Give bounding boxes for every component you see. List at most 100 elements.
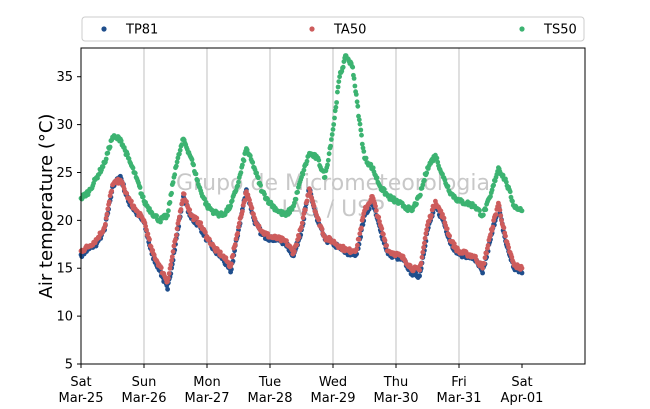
data-point bbox=[255, 175, 261, 181]
data-point bbox=[424, 170, 430, 176]
data-point bbox=[130, 165, 136, 171]
data-point bbox=[151, 252, 157, 258]
data-point bbox=[249, 205, 255, 211]
series-TS50 bbox=[78, 53, 525, 225]
data-point bbox=[493, 212, 499, 217]
data-point bbox=[177, 151, 182, 157]
data-point bbox=[357, 231, 363, 237]
data-point bbox=[353, 92, 359, 97]
data-point bbox=[105, 206, 111, 212]
data-point bbox=[118, 138, 124, 144]
x-tick-day-label: Tue bbox=[258, 375, 281, 390]
data-point bbox=[370, 165, 376, 171]
data-point bbox=[107, 144, 113, 150]
y-tick-label: 35 bbox=[56, 70, 73, 85]
data-point bbox=[103, 215, 109, 221]
data-point bbox=[109, 188, 115, 194]
data-point bbox=[296, 234, 302, 240]
x-tick-date-label: Mar-27 bbox=[185, 391, 230, 406]
data-point bbox=[331, 122, 337, 127]
data-point bbox=[148, 244, 154, 250]
data-point bbox=[335, 89, 340, 95]
data-point bbox=[292, 200, 297, 206]
data-point bbox=[497, 207, 503, 213]
data-point bbox=[184, 199, 189, 205]
data-point bbox=[170, 180, 176, 185]
data-point bbox=[103, 156, 109, 162]
data-point bbox=[247, 153, 253, 159]
x-tick-day-label: Sat bbox=[511, 375, 532, 390]
x-axis: SatMar-25SunMar-26MonMar-27TueMar-28WedM… bbox=[59, 364, 543, 406]
data-point bbox=[381, 231, 386, 237]
data-point bbox=[304, 158, 310, 164]
data-point bbox=[441, 215, 447, 221]
data-point bbox=[198, 220, 204, 226]
data-point bbox=[336, 79, 342, 84]
data-point bbox=[177, 147, 183, 153]
data-point bbox=[422, 235, 428, 241]
data-point bbox=[355, 103, 361, 109]
data-point bbox=[232, 242, 238, 247]
data-point bbox=[376, 214, 382, 220]
y-tick-label: 15 bbox=[56, 262, 73, 277]
data-point bbox=[335, 84, 341, 90]
data-point bbox=[172, 172, 178, 178]
legend-marker-TP81 bbox=[101, 26, 107, 32]
data-point bbox=[417, 273, 422, 279]
y-tick-label: 5 bbox=[65, 358, 73, 373]
data-point bbox=[418, 260, 424, 266]
y-axis: 5 10 15 20 25 30 35 bbox=[56, 70, 81, 373]
data-point bbox=[203, 230, 208, 235]
data-point bbox=[292, 248, 297, 254]
data-point bbox=[316, 157, 322, 163]
data-point bbox=[488, 194, 493, 199]
data-point bbox=[105, 150, 111, 156]
data-point bbox=[294, 242, 300, 248]
data-point bbox=[299, 224, 304, 230]
data-point bbox=[374, 175, 380, 181]
data-point bbox=[258, 182, 263, 188]
data-point bbox=[218, 249, 223, 255]
data-point bbox=[235, 230, 241, 236]
y-axis-label: Air temperature (°C) bbox=[36, 114, 57, 299]
data-point bbox=[229, 261, 234, 267]
data-point bbox=[506, 245, 511, 250]
data-point bbox=[167, 266, 173, 271]
data-point bbox=[174, 226, 180, 232]
data-point bbox=[236, 224, 241, 230]
data-point bbox=[143, 223, 149, 229]
data-point bbox=[384, 243, 389, 248]
data-point bbox=[158, 265, 164, 271]
x-tick-day-label: Thu bbox=[383, 375, 408, 390]
data-point bbox=[140, 194, 146, 200]
data-point bbox=[340, 64, 346, 70]
data-point bbox=[233, 236, 239, 242]
watermark: Grupo de Micrometeorologia IAG / USP bbox=[176, 171, 490, 222]
watermark-line-1: Grupo de Micrometeorologia bbox=[176, 171, 490, 196]
data-point bbox=[106, 199, 112, 205]
data-point bbox=[501, 225, 507, 231]
x-tick-day-label: Wed bbox=[319, 375, 347, 390]
data-point bbox=[236, 179, 241, 185]
x-tick-date-label: Mar-30 bbox=[374, 391, 419, 406]
data-point bbox=[137, 185, 143, 190]
data-point bbox=[171, 243, 177, 249]
data-point bbox=[360, 215, 366, 221]
data-point bbox=[332, 115, 337, 121]
x-tick-day-label: Fri bbox=[451, 375, 467, 390]
data-point bbox=[382, 238, 388, 243]
data-point bbox=[445, 183, 451, 189]
x-tick-day-label: Sun bbox=[132, 375, 157, 390]
data-point bbox=[500, 172, 506, 178]
data-point bbox=[177, 214, 182, 220]
data-point bbox=[355, 242, 360, 248]
x-tick-date-label: Mar-29 bbox=[311, 391, 356, 406]
data-point bbox=[421, 245, 426, 250]
legend: TP81 TA50 TS50 bbox=[81, 16, 585, 42]
data-point bbox=[144, 227, 149, 233]
data-point bbox=[300, 171, 306, 177]
data-point bbox=[490, 224, 496, 230]
data-point bbox=[241, 158, 247, 164]
x-tick-date-label: Mar-28 bbox=[248, 391, 293, 406]
data-point bbox=[166, 275, 171, 281]
